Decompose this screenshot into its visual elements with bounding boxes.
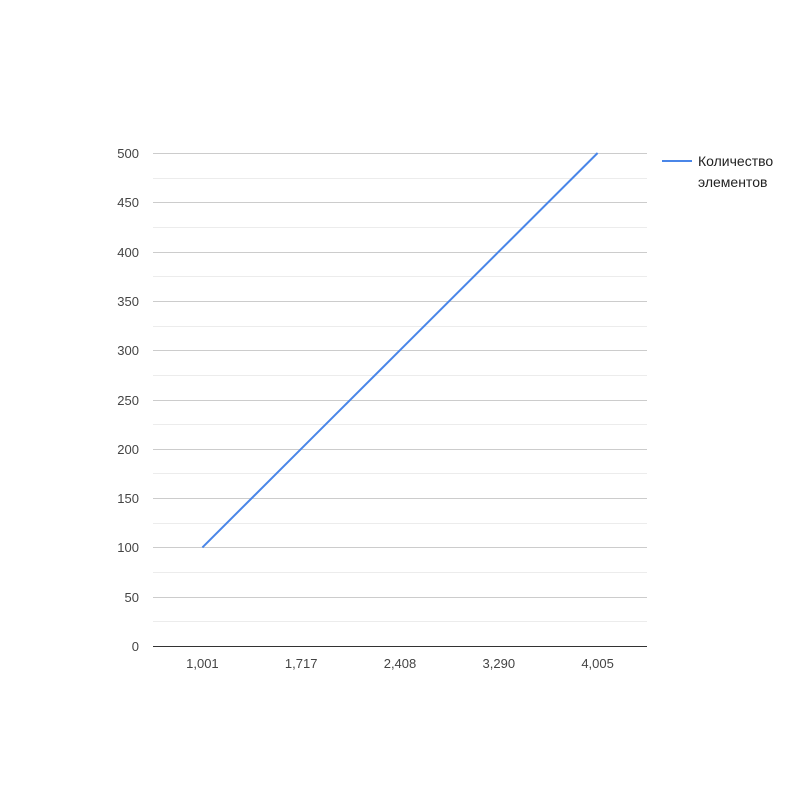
gridlines [153, 153, 647, 622]
series-line [201, 152, 599, 549]
x-tick-label: 3,290 [483, 656, 516, 671]
x-tick-label: 4,005 [581, 656, 614, 671]
y-tick-label: 0 [132, 639, 139, 654]
y-tick-label: 450 [117, 195, 139, 210]
legend-label: Количество [698, 153, 773, 169]
x-tick-label: 1,717 [285, 656, 318, 671]
y-tick-label: 200 [117, 442, 139, 457]
x-tick-label: 2,408 [384, 656, 417, 671]
y-tick-label: 300 [117, 343, 139, 358]
y-tick-label: 500 [117, 146, 139, 161]
y-tick-label: 100 [117, 540, 139, 555]
legend-label: элементов [698, 174, 767, 190]
x-tick-label: 1,001 [186, 656, 219, 671]
y-tick-label: 250 [117, 393, 139, 408]
y-tick-label: 350 [117, 294, 139, 309]
y-tick-label: 150 [117, 491, 139, 506]
series-lines [201, 152, 599, 549]
y-tick-label: 400 [117, 245, 139, 260]
legend: Количество элементов [662, 153, 773, 190]
axes: 0 50 100 150 200 250 300 350 400 450 500 1,001 1,717… [117, 146, 647, 671]
y-tick-label: 50 [125, 590, 139, 605]
